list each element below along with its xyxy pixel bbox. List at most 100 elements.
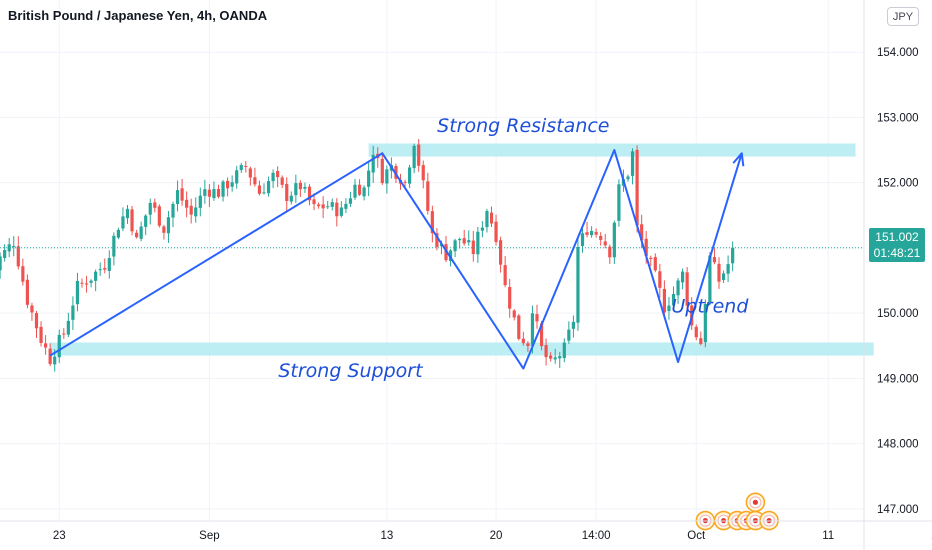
candle <box>353 178 357 200</box>
candle <box>203 179 207 204</box>
currency-button[interactable]: JPY <box>887 7 919 26</box>
candle <box>66 312 70 338</box>
candle-body <box>499 240 503 265</box>
price-tick-label: 148.000 <box>877 439 919 451</box>
candle <box>80 278 84 288</box>
candle-body <box>385 169 389 184</box>
candle <box>503 256 507 288</box>
candle <box>348 191 353 208</box>
candle-body <box>676 280 680 296</box>
candle <box>417 139 421 172</box>
candle-body <box>348 198 353 204</box>
price-tick-label: 152.000 <box>877 178 919 190</box>
candle-body <box>330 202 334 207</box>
candle-body <box>139 226 143 239</box>
candle <box>157 204 161 228</box>
candle <box>230 175 234 192</box>
candle-body <box>530 313 535 346</box>
candle-body <box>271 172 275 182</box>
candle <box>521 331 525 346</box>
candle-body <box>590 230 594 236</box>
candle-body <box>553 357 557 360</box>
candle <box>544 338 548 366</box>
candle-body <box>344 203 348 209</box>
candle-body <box>153 202 157 208</box>
candle-body <box>539 323 544 347</box>
candle <box>576 238 580 331</box>
candle <box>235 165 239 189</box>
candle-body <box>644 238 648 256</box>
candle <box>30 302 34 321</box>
time-tick-label: Oct <box>687 530 706 542</box>
candle <box>166 211 171 243</box>
annotation-label: Strong Support <box>278 360 424 382</box>
candle <box>421 160 425 189</box>
candle-body <box>362 187 366 197</box>
candle <box>612 220 616 265</box>
candle <box>721 270 726 284</box>
candle-body <box>476 231 480 255</box>
candle <box>175 180 180 212</box>
candle-body <box>517 315 521 339</box>
candle <box>357 179 362 197</box>
candle-body <box>558 356 562 359</box>
candle-body <box>53 356 57 365</box>
candle-body <box>180 188 184 201</box>
candle <box>462 229 466 246</box>
candle <box>107 250 111 279</box>
price-axis: 154.000153.000152.000151.000150.000149.0… <box>877 47 919 516</box>
candle <box>681 268 685 290</box>
candle <box>685 267 689 316</box>
candle-body <box>489 212 494 224</box>
candle <box>558 351 562 369</box>
candle-body <box>198 195 202 208</box>
annotation-label: Strong Resistance <box>437 115 609 137</box>
candle-body <box>608 246 612 258</box>
candle <box>189 198 193 224</box>
candle-body <box>485 210 489 228</box>
candle-body <box>280 177 284 185</box>
candle <box>112 232 116 266</box>
candle-body <box>658 271 662 288</box>
candle <box>385 165 389 194</box>
candle-body <box>166 217 171 234</box>
candle <box>699 331 703 346</box>
candle-body <box>617 184 621 221</box>
candle-body <box>103 268 107 270</box>
candle <box>307 184 312 206</box>
candle <box>339 201 343 218</box>
candle-body <box>312 199 316 205</box>
candle-body <box>671 293 676 306</box>
candle <box>303 182 307 194</box>
candle-body <box>203 189 207 196</box>
candle <box>244 161 248 173</box>
candle <box>694 324 698 341</box>
candle <box>34 311 39 339</box>
candle <box>403 179 407 187</box>
candle <box>590 226 594 238</box>
candle <box>44 335 48 355</box>
candle <box>294 174 298 203</box>
time-tick-label: 14:00 <box>582 530 611 542</box>
candle-body <box>367 170 371 187</box>
candle-body <box>435 233 439 248</box>
candle <box>362 185 366 201</box>
candle-body <box>216 188 221 197</box>
candle-body <box>235 170 239 184</box>
candle <box>212 181 216 201</box>
candle <box>712 248 717 265</box>
candle-body <box>66 320 70 335</box>
candle <box>485 208 489 233</box>
candle <box>239 162 243 173</box>
candle-body <box>649 257 653 259</box>
candle <box>162 224 166 240</box>
candle <box>276 166 280 188</box>
candle-body <box>16 246 20 267</box>
candle <box>344 198 348 213</box>
horizontal-zone <box>368 143 856 157</box>
candle-body <box>580 233 585 247</box>
candle-body <box>189 205 193 215</box>
candle-body <box>717 263 721 282</box>
